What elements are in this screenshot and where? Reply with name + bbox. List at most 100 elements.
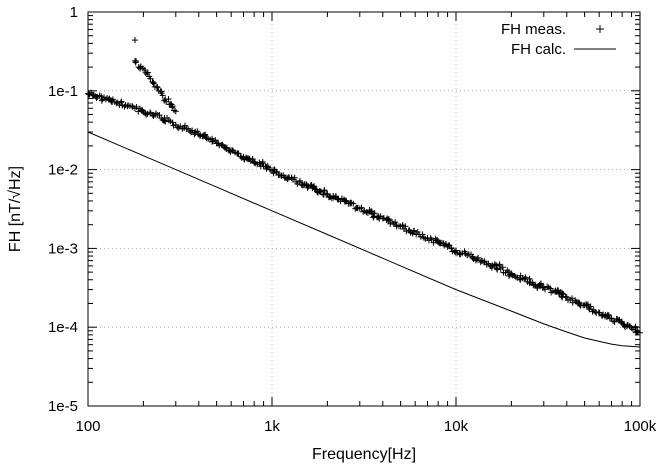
measured-point (402, 223, 409, 230)
calc-series (87, 131, 641, 348)
measured-point (448, 245, 455, 252)
y-tick-label: 1e-4 (48, 319, 78, 336)
measured-point (473, 256, 480, 263)
measured-point (481, 258, 488, 265)
measured-point (149, 78, 156, 85)
x-axis-label: Frequency[Hz] (312, 446, 416, 463)
measured-point (499, 264, 506, 271)
measured-point (132, 59, 139, 66)
legend-measured-label: FH meas. (501, 21, 566, 38)
measured-point (273, 168, 280, 175)
plot-frame (87, 11, 641, 407)
measured-point (93, 95, 100, 102)
measured-point (410, 228, 417, 235)
measured-point (118, 98, 125, 105)
x-tick-label: 1k (264, 418, 280, 435)
measured-point (161, 117, 168, 124)
measured-point (453, 247, 459, 254)
y-tick-label: 1e-1 (48, 83, 78, 100)
measured-point (158, 88, 165, 95)
measured-point (154, 84, 161, 91)
measured-point (143, 111, 150, 118)
measured-point (264, 163, 271, 170)
measured-point (147, 109, 154, 116)
measured-point (133, 103, 140, 110)
measured-point (559, 290, 566, 297)
y-tick-label: 1e-3 (48, 240, 78, 257)
calc-line (87, 131, 641, 348)
legend-calc-label: FH calc. (511, 41, 566, 58)
measured-point (165, 96, 172, 103)
measured-point (169, 119, 176, 126)
measured-point (156, 112, 163, 119)
measured-point (144, 69, 151, 76)
measured-point (159, 92, 166, 99)
measured-point (234, 150, 241, 157)
measured-point (494, 266, 501, 273)
measured-point (419, 231, 426, 238)
measured-point (98, 93, 105, 100)
measured-point (174, 124, 181, 131)
measured-point (342, 197, 349, 204)
measured-point (194, 128, 201, 135)
measured-point (392, 219, 399, 226)
measured-point (162, 118, 169, 125)
measured-point (153, 83, 160, 90)
measured-point (131, 37, 138, 44)
measured-point (537, 280, 544, 287)
x-tick-label: 10k (444, 418, 469, 435)
measured-point (147, 75, 154, 82)
measured-point (291, 174, 298, 181)
grid-lines (88, 12, 640, 406)
measured-point (605, 312, 612, 319)
measured-point (245, 155, 252, 162)
measured-point (586, 306, 593, 313)
measured-point (569, 295, 576, 302)
measured-point (141, 66, 148, 73)
y-tick-label: 1e-2 (48, 162, 78, 179)
measured-point (475, 254, 482, 261)
measured-point (256, 159, 263, 166)
legend: FH meas. FH calc. (501, 21, 616, 58)
measured-point (172, 108, 179, 115)
measured-point (526, 280, 533, 287)
measured-point (399, 222, 406, 229)
measured-point (385, 215, 392, 222)
measured-point (212, 137, 219, 144)
measured-point (135, 108, 142, 115)
measured-point (360, 208, 367, 215)
measured-point (592, 308, 599, 315)
axis-ticks (87, 12, 640, 407)
measured-point (508, 271, 515, 278)
measured-series (85, 37, 643, 336)
measured-point (563, 294, 570, 301)
measured-point (384, 216, 391, 223)
x-tick-labels: 100 1k 10k 100k (75, 418, 656, 435)
measured-point (575, 299, 582, 306)
measured-point (98, 97, 105, 104)
measured-point (150, 79, 157, 86)
y-tick-labels: 1e-5 1e-4 1e-3 1e-2 1e-1 1 (48, 4, 78, 415)
measured-point (350, 200, 357, 207)
measured-point (414, 228, 421, 235)
measured-point (209, 138, 216, 145)
y-axis-label: FH [nT/√Hz] (7, 166, 24, 252)
x-tick-label: 100k (624, 418, 657, 435)
measured-point (445, 242, 452, 249)
measured-point (522, 274, 529, 281)
measured-point (596, 309, 603, 316)
measured-point (562, 293, 569, 300)
y-tick-label: 1e-5 (48, 398, 78, 415)
measured-point (358, 204, 365, 211)
measured-point (551, 288, 558, 295)
y-tick-label: 1 (70, 4, 78, 21)
measured-point (259, 158, 266, 165)
x-tick-label: 100 (75, 418, 100, 435)
measured-point (632, 323, 639, 330)
measured-point (181, 122, 188, 129)
measured-point (496, 261, 503, 268)
measured-point (169, 104, 176, 111)
measured-point (587, 303, 594, 310)
measured-point (321, 187, 328, 194)
